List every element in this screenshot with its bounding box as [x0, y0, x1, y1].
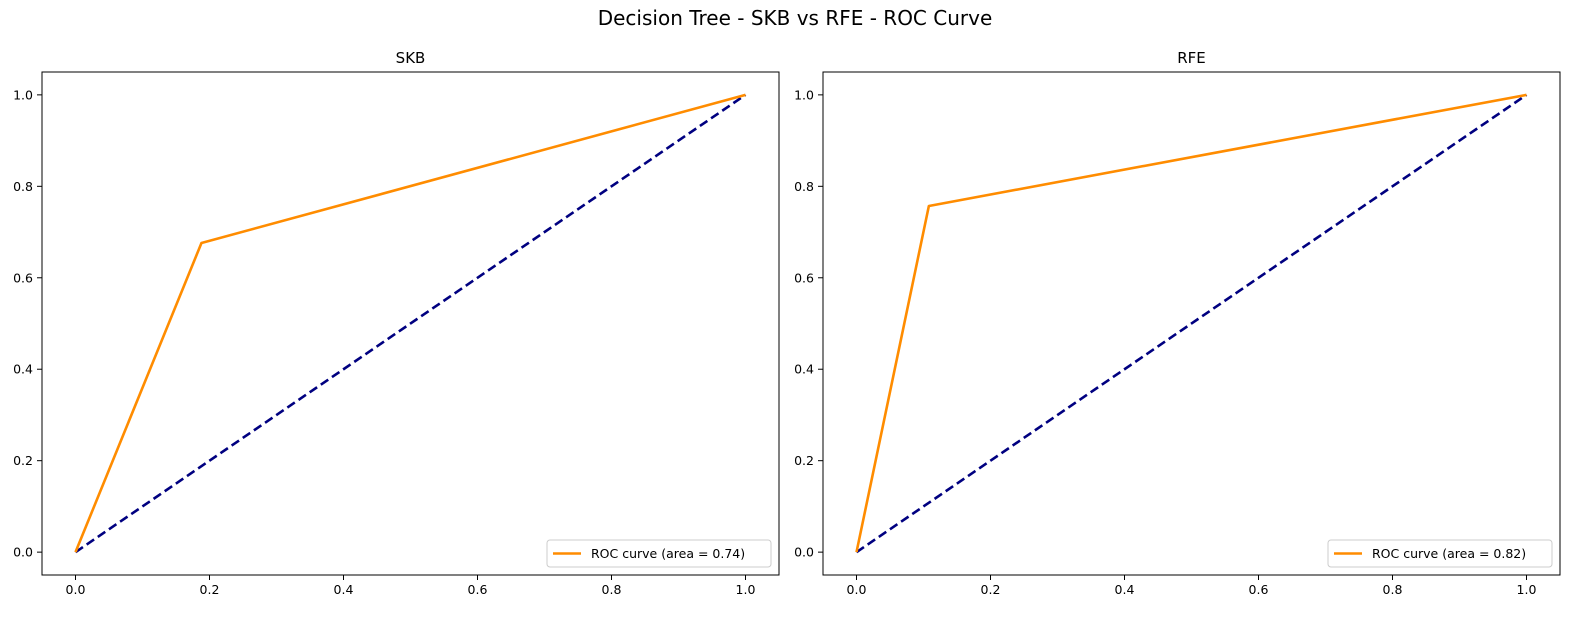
x-tick-label: 0.2 — [981, 582, 1001, 597]
x-tick-label: 0.6 — [1249, 582, 1269, 597]
x-tick-label: 0.8 — [1383, 582, 1403, 597]
x-tick-label: 0.4 — [334, 582, 354, 597]
subplot-title: SKB — [396, 49, 426, 67]
y-tick-label: 0.8 — [794, 179, 814, 194]
legend-box — [1327, 539, 1553, 568]
x-tick-label: 0.0 — [847, 582, 867, 597]
y-tick-label: 0.6 — [13, 270, 33, 285]
subplot-1: RFE 0.0 0.2 0.4 0.6 0.8 1.0 0.0 0.2 0.4 0.6 0.8 1.0 R… — [794, 49, 1561, 597]
y-tick-label: 0.4 — [794, 362, 814, 377]
x-tick-label: 1.0 — [1517, 582, 1537, 597]
subplot-title: RFE — [1177, 49, 1206, 67]
legend-label: ROC curve (area = 0.82) — [1372, 546, 1526, 561]
y-tick-label: 1.0 — [794, 87, 814, 102]
figure-title: Decision Tree - SKB vs RFE - ROC Curve — [598, 6, 993, 30]
x-tick-label: 0.2 — [200, 582, 220, 597]
chance-line — [855, 93, 1528, 554]
y-tick-label: 0.8 — [13, 179, 33, 194]
subplot-0: SKB 0.0 0.2 0.4 0.6 0.8 1.0 0.0 0.2 0.4 0.6 0.8 1.0 R… — [13, 49, 780, 597]
y-tick-label: 0.0 — [13, 545, 33, 560]
y-tick-label: 0.0 — [794, 545, 814, 560]
roc-curve-line — [74, 93, 746, 553]
chance-line — [74, 93, 747, 554]
legend-box — [546, 539, 772, 568]
roc-curve-line — [855, 93, 1527, 553]
axes-frame — [41, 71, 780, 576]
y-tick-label: 0.6 — [794, 270, 814, 285]
y-tick-label: 0.2 — [13, 453, 33, 468]
legend-label: ROC curve (area = 0.74) — [591, 546, 745, 561]
x-tick-label: 0.4 — [1115, 582, 1135, 597]
x-tick-label: 0.6 — [468, 582, 488, 597]
axes-frame — [822, 71, 1561, 576]
y-tick-label: 1.0 — [13, 87, 33, 102]
x-tick-label: 1.0 — [736, 582, 756, 597]
legend: ROC curve (area = 0.82) — [1327, 539, 1553, 568]
legend: ROC curve (area = 0.74) — [546, 539, 772, 568]
x-tick-label: 0.0 — [66, 582, 86, 597]
x-tick-label: 0.8 — [602, 582, 622, 597]
y-tick-label: 0.2 — [794, 453, 814, 468]
y-tick-label: 0.4 — [13, 362, 33, 377]
